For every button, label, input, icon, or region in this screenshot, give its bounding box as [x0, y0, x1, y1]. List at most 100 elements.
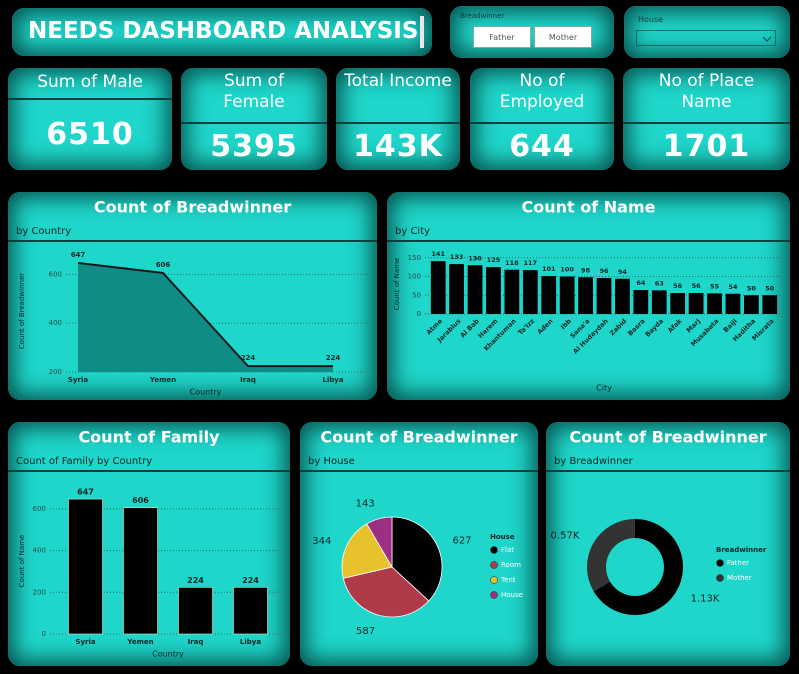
bar — [725, 293, 741, 314]
card-divider — [336, 122, 460, 124]
card-divider — [181, 122, 327, 124]
slicer-button[interactable]: Mother — [534, 26, 592, 48]
chart-title: Count of Name — [522, 198, 656, 217]
legend-label: Father — [727, 559, 749, 567]
data-label: 101 — [542, 265, 556, 273]
legend-marker — [490, 561, 498, 569]
data-label: 130 — [468, 254, 482, 262]
card-value: 1701 — [662, 128, 751, 164]
data-label: 118 — [505, 259, 519, 267]
x-tick-label: Afak — [666, 317, 684, 335]
data-label: 627 — [452, 536, 471, 547]
y-tick-label: 150 — [408, 254, 421, 262]
data-label: 224 — [187, 576, 204, 585]
bar — [233, 586, 268, 635]
x-axis-label: City — [596, 384, 612, 393]
kpi-card: Sum of Male 6510 — [8, 68, 172, 170]
y-tick-label: 200 — [49, 368, 62, 376]
kpi-card: No of Place Name 1701 — [623, 68, 790, 170]
x-tick-label: Yemen — [149, 376, 176, 384]
data-label: 125 — [487, 256, 501, 264]
bar — [596, 278, 612, 314]
bar — [123, 507, 158, 635]
card-value: 143K — [353, 128, 443, 164]
bar — [178, 586, 213, 635]
slicer-button[interactable]: Father — [473, 26, 531, 48]
data-label: 133 — [450, 253, 464, 261]
x-tick-label: Basra — [626, 317, 646, 337]
data-label: 64 — [636, 279, 646, 287]
data-label: 224 — [242, 576, 259, 585]
x-tick-label: Bayda — [644, 317, 666, 339]
y-tick-label: 100 — [408, 273, 421, 281]
data-label: 98 — [581, 266, 591, 274]
legend-label: House — [501, 591, 523, 599]
bar — [670, 293, 686, 314]
legend-label: Flat — [501, 546, 514, 554]
pie-slice — [391, 516, 443, 602]
chart: Count of Breadwinner by Country 200 400 600 C… — [8, 198, 377, 397]
data-label: 96 — [599, 267, 609, 275]
x-tick-label: Aden — [536, 317, 555, 336]
area — [78, 262, 333, 372]
kpi-card: Total Income 143K — [336, 68, 460, 170]
breadwinner-slicer: Breadwinner Father Mother — [450, 6, 614, 58]
bar — [504, 269, 520, 314]
legend-marker — [490, 576, 498, 584]
data-label: 56 — [673, 282, 683, 290]
bar — [430, 261, 446, 314]
data-label: 1.13K — [691, 594, 720, 605]
data-label: 647 — [71, 251, 86, 259]
chart-subtitle: Count of Family by Country — [16, 456, 152, 467]
chart-panel: Count of Breadwinner by House 627 587 344 143… — [300, 422, 538, 666]
pie-slice — [366, 516, 393, 569]
x-tick-label: Yemen — [126, 638, 153, 646]
dashboard-title: NEEDS DASHBOARD ANALYSIS — [28, 18, 419, 44]
y-tick-label: 0 — [42, 630, 46, 638]
chart-title: Count of Breadwinner — [569, 428, 766, 447]
data-label: 224 — [241, 354, 256, 362]
title-accent — [420, 16, 424, 48]
chart: Count of Breadwinner by House 627 587 344 143… — [300, 428, 538, 637]
y-tick-label: 400 — [49, 319, 62, 327]
y-axis-label: Count of Name — [18, 535, 26, 588]
legend-label: Tent — [500, 576, 516, 584]
data-label: 63 — [655, 279, 664, 287]
chart-subtitle: by City — [395, 226, 430, 237]
line — [77, 261, 333, 368]
bar — [486, 267, 501, 314]
dropdown[interactable] — [636, 30, 776, 46]
bar — [541, 276, 557, 314]
donut-segment — [593, 519, 683, 615]
data-label: 143 — [356, 498, 375, 509]
y-axis-label: Count of Breadwinner — [18, 273, 26, 349]
donut-segment — [587, 519, 635, 592]
house-slicer: House — [624, 6, 790, 58]
chart-panel: Count of Name by City 0 50 100 150 Count of Na… — [387, 192, 790, 400]
chart-panel: Count of Family Count of Family by Countr… — [8, 422, 290, 666]
legend-label: Room — [501, 561, 521, 569]
bar — [449, 264, 464, 314]
kpi-card: No of Employed 644 — [470, 68, 614, 170]
card-value: 644 — [509, 128, 575, 164]
data-label: 606 — [156, 261, 171, 269]
card-value: 6510 — [46, 116, 134, 152]
card-title: No of Place Name — [658, 71, 755, 112]
data-label: 117 — [524, 259, 538, 267]
pie-slice — [341, 523, 393, 579]
y-tick-label: 50 — [412, 291, 421, 299]
chart: Count of Name by City 0 50 100 150 Count of Na… — [387, 198, 790, 393]
y-tick-label: 600 — [49, 270, 62, 278]
chart-subtitle: by Breadwinner — [554, 456, 634, 467]
data-label: 94 — [618, 268, 628, 276]
bar — [559, 276, 575, 314]
data-label: 0.57K — [551, 530, 580, 541]
chart: Count of Family Count of Family by Countr… — [8, 428, 290, 659]
card-divider — [470, 122, 614, 124]
bar — [467, 265, 483, 314]
bar — [578, 277, 593, 314]
bar — [522, 270, 538, 314]
x-tick-label: Zabid — [608, 317, 628, 337]
x-tick-label: Ta'izz — [516, 317, 536, 337]
bar — [744, 295, 759, 314]
